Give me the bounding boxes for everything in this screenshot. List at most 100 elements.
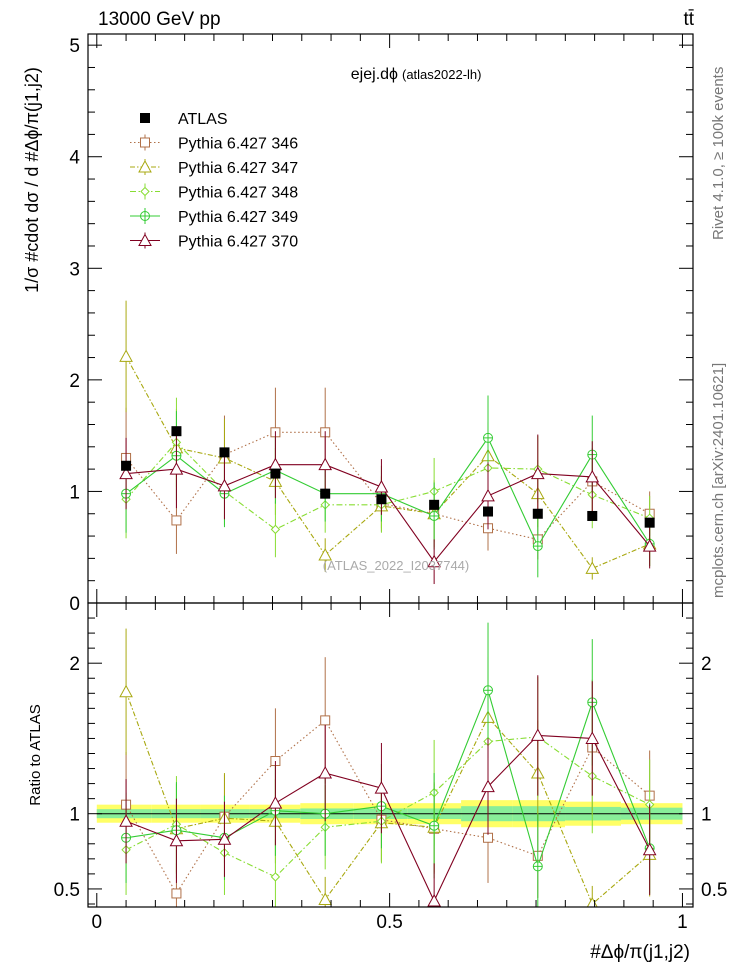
main-y-tick-label: 0 (69, 594, 80, 615)
series-line-ratio-1 (125, 691, 651, 905)
point-main-3-3 (270, 524, 281, 535)
ratio-y-tick-label: 0.5 (54, 880, 80, 901)
ratio-y-tick-label-right: 2 (701, 654, 712, 675)
point-main-0-7 (483, 506, 494, 517)
point-ratio-4-8 (530, 728, 545, 741)
point-ratio-2-3 (270, 872, 281, 882)
series-main-0 (121, 426, 655, 528)
series-main-4 (121, 395, 655, 578)
legend: ATLAS Pythia 6.427 346 Pythia 6.427 347 Pyt… (130, 111, 298, 251)
ratio-y-tick-label: 1 (69, 805, 80, 826)
x-tick-label: 0 (91, 912, 102, 933)
point-ratio-0-1 (171, 888, 182, 899)
series-ratio-0 (121, 657, 655, 907)
legend-marker-3 (140, 186, 150, 197)
x-tick-label: 1 (677, 912, 688, 933)
main-y-tick-label: 5 (69, 36, 80, 57)
ratio-plot-panel: 0.5 0.5 1 1 2 2 0 0.5 1 Ratio to ATLAS #Δϕ/π(j1,… (27, 602, 727, 963)
legend-item-3: Pythia 6.427 348 (130, 183, 298, 202)
point-main-0-0 (121, 460, 132, 471)
main-y-tick-label: 2 (69, 371, 80, 392)
energy-label: 13000 GeV pp (98, 9, 221, 30)
process-label: tt̄ (683, 9, 694, 30)
legend-marker-1 (140, 137, 150, 148)
ratio-y-tick-label-right: 1 (701, 805, 712, 826)
series-ratio-3 (121, 622, 655, 907)
series-line-main-2 (125, 356, 650, 570)
point-main-5-5 (374, 479, 389, 493)
point-ratio-1-4 (318, 892, 333, 905)
point-ratio-4-0 (119, 814, 133, 827)
point-ratio-4-1 (169, 833, 184, 847)
point-main-2-0 (119, 349, 133, 362)
legend-item-1: Pythia 6.427 346 (130, 134, 298, 153)
point-main-5-0 (119, 466, 133, 480)
ratio-plot-frame (87, 602, 694, 908)
series-ratio-1 (119, 628, 657, 907)
point-main-4-6 (429, 510, 440, 521)
point-main-0-8 (532, 508, 543, 519)
series-line-main-3 (125, 441, 650, 531)
point-main-0-10 (644, 517, 655, 528)
point-main-0-5 (376, 494, 387, 505)
legend-label-2: Pythia 6.427 347 (178, 160, 298, 177)
legend-marker-5 (138, 233, 152, 246)
point-ratio-3-8 (532, 861, 543, 872)
main-y-tick-label: 3 (69, 259, 80, 280)
point-ratio-4-7 (481, 779, 495, 793)
point-main-1-1 (171, 515, 182, 526)
series-main-2 (119, 300, 657, 580)
point-main-0-1 (171, 426, 182, 437)
ratio-y-tick-label-right: 0.5 (701, 880, 727, 901)
point-main-0-6 (429, 499, 440, 510)
point-main-5-6 (427, 554, 441, 568)
point-ratio-4-10 (642, 842, 657, 856)
point-ratio-4-9 (585, 731, 600, 744)
point-main-5-10 (642, 539, 657, 552)
ratio-y-tick-label: 2 (69, 654, 80, 675)
legend-item-4: Pythia 6.427 349 (130, 208, 298, 226)
point-main-4-7 (483, 432, 494, 443)
series-line-ratio-2 (125, 736, 650, 878)
series-ratio-4 (119, 675, 657, 907)
main-y-axis-label: 1/σ #cdot dσ / d #Δϕ/π(j1,j2) (22, 67, 42, 293)
point-main-5-2 (217, 478, 232, 492)
plot-title: ejej.dϕ (351, 66, 398, 83)
legend-label-1: Pythia 6.427 346 (178, 136, 298, 153)
point-ratio-1-0 (119, 684, 133, 698)
legend-marker-2 (138, 159, 152, 173)
point-main-0-2 (219, 447, 230, 458)
legend-label-5: Pythia 6.427 370 (178, 234, 298, 251)
plot-subtitle: (atlas2022-lh) (402, 67, 482, 82)
point-ratio-4-6 (427, 893, 441, 907)
point-main-5-7 (481, 488, 495, 502)
rivet-label: Rivet 4.1.0, ≥ 100k events (710, 67, 727, 240)
point-main-5-1 (169, 462, 184, 475)
point-main-5-4 (318, 457, 333, 471)
legend-item-2: Pythia 6.427 347 (130, 159, 298, 177)
point-main-0-9 (587, 510, 598, 521)
main-y-tick-label: 1 (69, 482, 80, 503)
point-ratio-4-4 (318, 766, 333, 779)
mcplots-label: mcplots.cern.ch [arXiv:2401.10621] (710, 363, 727, 598)
x-tick-label: 0.5 (376, 912, 402, 933)
point-ratio-4-2 (217, 832, 232, 845)
x-axis-label: #Δϕ/π(j1,j2) (590, 942, 690, 963)
point-main-2-4 (318, 547, 333, 561)
series-line-main-5 (126, 464, 651, 563)
main-y-tick-label: 4 (69, 148, 80, 169)
point-ratio-4-5 (374, 781, 389, 794)
analysis-watermark: (ATLAS_2022_I2037744) (323, 558, 469, 573)
point-main-5-8 (530, 466, 545, 480)
legend-label-3: Pythia 6.427 348 (178, 185, 298, 202)
point-main-0-4 (320, 488, 331, 499)
point-main-4-8 (532, 541, 543, 552)
point-ratio-4-3 (268, 796, 283, 809)
main-plot-panel: 0 1 2 3 4 5 ejej.dϕ (atlas2022-lh) (ATLAS_202… (22, 33, 694, 615)
legend-item-0: ATLAS (140, 111, 228, 128)
legend-marker-4 (140, 211, 150, 221)
ratio-y-axis-label: Ratio to ATLAS (27, 704, 44, 805)
point-ratio-3-7 (483, 685, 494, 696)
series-main-5 (119, 430, 657, 585)
